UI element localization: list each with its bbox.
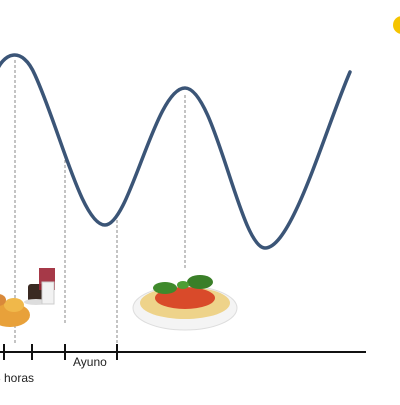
guide-lines <box>14 60 186 345</box>
glucose-curve <box>0 53 352 250</box>
timeline <box>0 344 366 360</box>
fasting-label: Ayuno <box>73 355 107 369</box>
interval-label: 3 horas <box>0 371 34 385</box>
breakfast-illustration <box>0 268 55 327</box>
spaghetti-illustration <box>132 275 238 331</box>
marker-dot <box>393 16 400 34</box>
